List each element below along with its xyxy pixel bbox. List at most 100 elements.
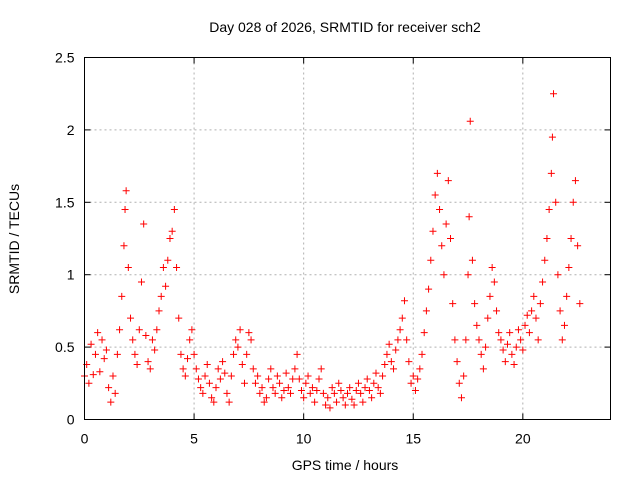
data-point <box>168 227 176 235</box>
data-point <box>251 379 259 387</box>
data-point <box>284 384 292 392</box>
data-point <box>344 389 351 397</box>
data-point <box>173 263 181 271</box>
data-point <box>324 394 332 402</box>
data-point <box>120 242 128 250</box>
data-point <box>442 220 450 228</box>
data-point <box>550 90 558 98</box>
data-point <box>146 365 154 373</box>
data-point <box>460 372 468 380</box>
data-point <box>113 350 121 358</box>
data-point <box>565 263 573 271</box>
data-point <box>385 340 393 348</box>
data-point <box>317 365 325 373</box>
data-point <box>267 365 275 373</box>
data-point <box>427 256 435 264</box>
data-point <box>475 336 483 344</box>
data-point <box>262 394 270 402</box>
data-point <box>387 358 395 366</box>
data-point <box>238 360 246 368</box>
data-point <box>96 368 104 376</box>
data-point <box>560 321 568 329</box>
data-point <box>341 401 349 409</box>
data-point <box>383 350 391 358</box>
data-point <box>409 372 417 380</box>
data-point <box>260 398 268 406</box>
data-point <box>464 271 472 279</box>
data-point <box>490 278 498 286</box>
data-point <box>525 329 533 337</box>
data-point <box>216 375 224 383</box>
data-point <box>319 389 327 397</box>
data-point <box>545 206 553 214</box>
data-point <box>197 384 205 392</box>
x-tick-label: 5 <box>190 431 198 447</box>
data-point <box>468 256 476 264</box>
data-point <box>118 292 126 300</box>
data-point <box>247 336 255 344</box>
data-point <box>569 198 577 206</box>
data-point <box>359 398 367 406</box>
data-point <box>186 336 194 344</box>
data-point <box>225 398 233 406</box>
data-point <box>148 336 156 344</box>
data-point <box>348 395 356 403</box>
data-point <box>519 346 527 354</box>
data-point <box>302 379 310 387</box>
data-point <box>335 379 343 387</box>
data-point <box>240 379 248 387</box>
data-point <box>449 300 457 308</box>
data-point <box>444 177 452 185</box>
data-point <box>396 326 404 334</box>
data-point <box>414 375 422 383</box>
data-point <box>510 360 518 368</box>
data-point <box>484 314 492 322</box>
data-point <box>124 263 132 271</box>
data-point <box>541 256 549 264</box>
data-point <box>203 360 211 368</box>
data-point <box>273 372 281 380</box>
y-tick-label: 0 <box>67 412 75 428</box>
data-point <box>94 329 102 337</box>
data-point <box>420 329 428 337</box>
data-point <box>517 336 525 344</box>
data-point <box>411 387 419 395</box>
data-point <box>563 292 571 300</box>
data-point <box>265 375 273 383</box>
data-point <box>304 372 312 380</box>
data-point <box>455 379 463 387</box>
data-point <box>429 227 437 235</box>
data-point <box>447 235 455 242</box>
y-tick-label: 0.5 <box>55 339 75 355</box>
ticks-layer: 0 5 10 15 20 0 0.5 1 1.5 2 2.5 <box>55 50 611 447</box>
data-point <box>282 369 290 377</box>
data-point <box>287 389 295 397</box>
data-point <box>521 321 529 329</box>
data-point <box>232 336 240 344</box>
data-point <box>431 191 439 199</box>
data-point <box>116 326 124 334</box>
data-point <box>361 384 369 392</box>
data-point <box>567 235 575 242</box>
data-point <box>245 329 253 337</box>
data-point <box>503 340 511 348</box>
data-point <box>418 350 426 358</box>
data-point <box>422 307 430 315</box>
data-point <box>512 343 520 351</box>
data-point <box>179 365 187 373</box>
data-point <box>473 321 481 329</box>
data-point <box>556 307 564 315</box>
data-point <box>221 369 229 377</box>
data-point <box>313 387 321 395</box>
data-point <box>508 350 516 358</box>
data-point <box>506 329 514 337</box>
data-point <box>465 213 473 221</box>
data-point <box>205 379 213 387</box>
data-point <box>381 360 389 368</box>
y-tick-label: 1 <box>67 267 75 283</box>
data-point <box>159 263 167 271</box>
data-point <box>534 336 542 344</box>
data-point <box>571 177 579 185</box>
data-point <box>488 263 496 271</box>
data-point <box>477 350 485 358</box>
